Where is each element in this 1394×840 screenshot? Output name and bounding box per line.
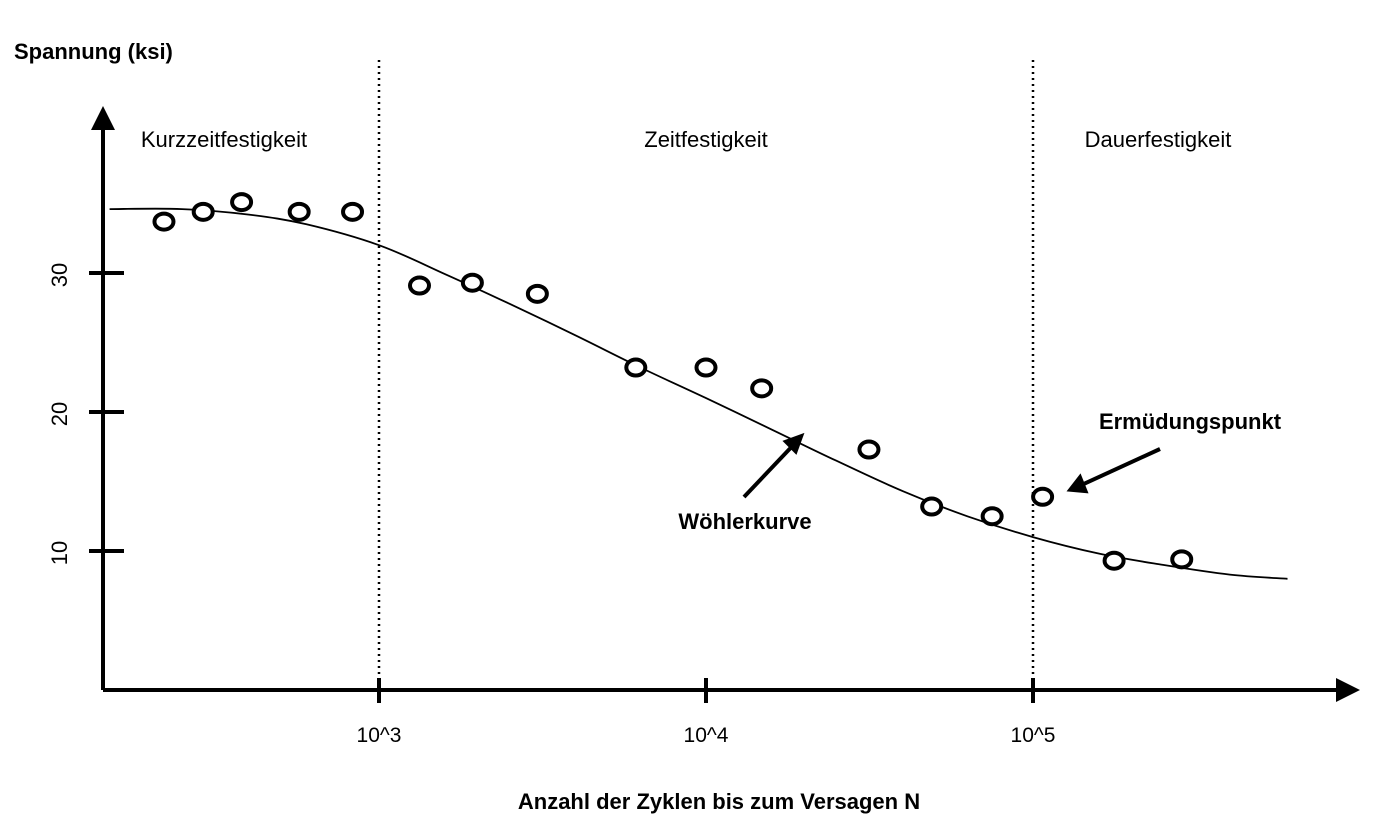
y-tick-label: 10 (47, 541, 72, 565)
x-axis-arrowhead (1336, 678, 1360, 702)
data-point (191, 201, 215, 222)
y-tick-label: 30 (47, 263, 72, 287)
data-point (1031, 486, 1055, 507)
data-point (694, 357, 718, 378)
curve-group (109, 207, 1288, 580)
region-boundaries (377, 60, 1035, 688)
annotation-label: Ermüdungspunkt (1099, 409, 1282, 434)
region-labels: Kurzzeitfestigkeit Zeitfestigkeit Dauerfes… (141, 127, 1232, 152)
data-point (1170, 549, 1194, 570)
y-axis-title: Spannung (ksi) (14, 39, 173, 64)
data-point (341, 201, 365, 222)
data-point (750, 378, 774, 399)
y-tick-label: 20 (47, 402, 72, 426)
data-point (920, 496, 944, 517)
axes (91, 106, 1360, 702)
data-point (230, 192, 254, 213)
annotation-arrowhead (782, 432, 805, 455)
region-label: Zeitfestigkeit (644, 127, 768, 152)
y-axis-arrowhead (91, 106, 115, 130)
annotation-arrow-line (742, 442, 796, 499)
data-point (287, 201, 311, 222)
data-point (980, 506, 1004, 527)
annotation-arrowhead (1066, 473, 1089, 494)
annotation-arrow-line (1079, 447, 1161, 488)
data-point (624, 357, 648, 378)
data-point (1102, 550, 1126, 571)
region-label: Kurzzeitfestigkeit (141, 127, 307, 152)
region-label: Dauerfestigkeit (1085, 127, 1232, 152)
x-tick-label: 10^4 (684, 724, 729, 747)
annotations: Wöhlerkurve Ermüdungspunkt (678, 409, 1281, 534)
data-point (407, 275, 431, 296)
ticks: 10^3 10^4 10^5 10 20 30 (47, 263, 1055, 747)
x-tick-label: 10^5 (1011, 724, 1056, 747)
woehler-curve (109, 207, 1288, 580)
data-point (152, 211, 176, 232)
data-point (525, 283, 549, 304)
x-tick-label: 10^3 (357, 724, 402, 747)
annotation-label: Wöhlerkurve (678, 509, 811, 534)
data-points (152, 192, 1194, 571)
data-point (460, 272, 484, 293)
data-point (857, 439, 881, 460)
x-axis-title: Anzahl der Zyklen bis zum Versagen N (518, 789, 920, 814)
